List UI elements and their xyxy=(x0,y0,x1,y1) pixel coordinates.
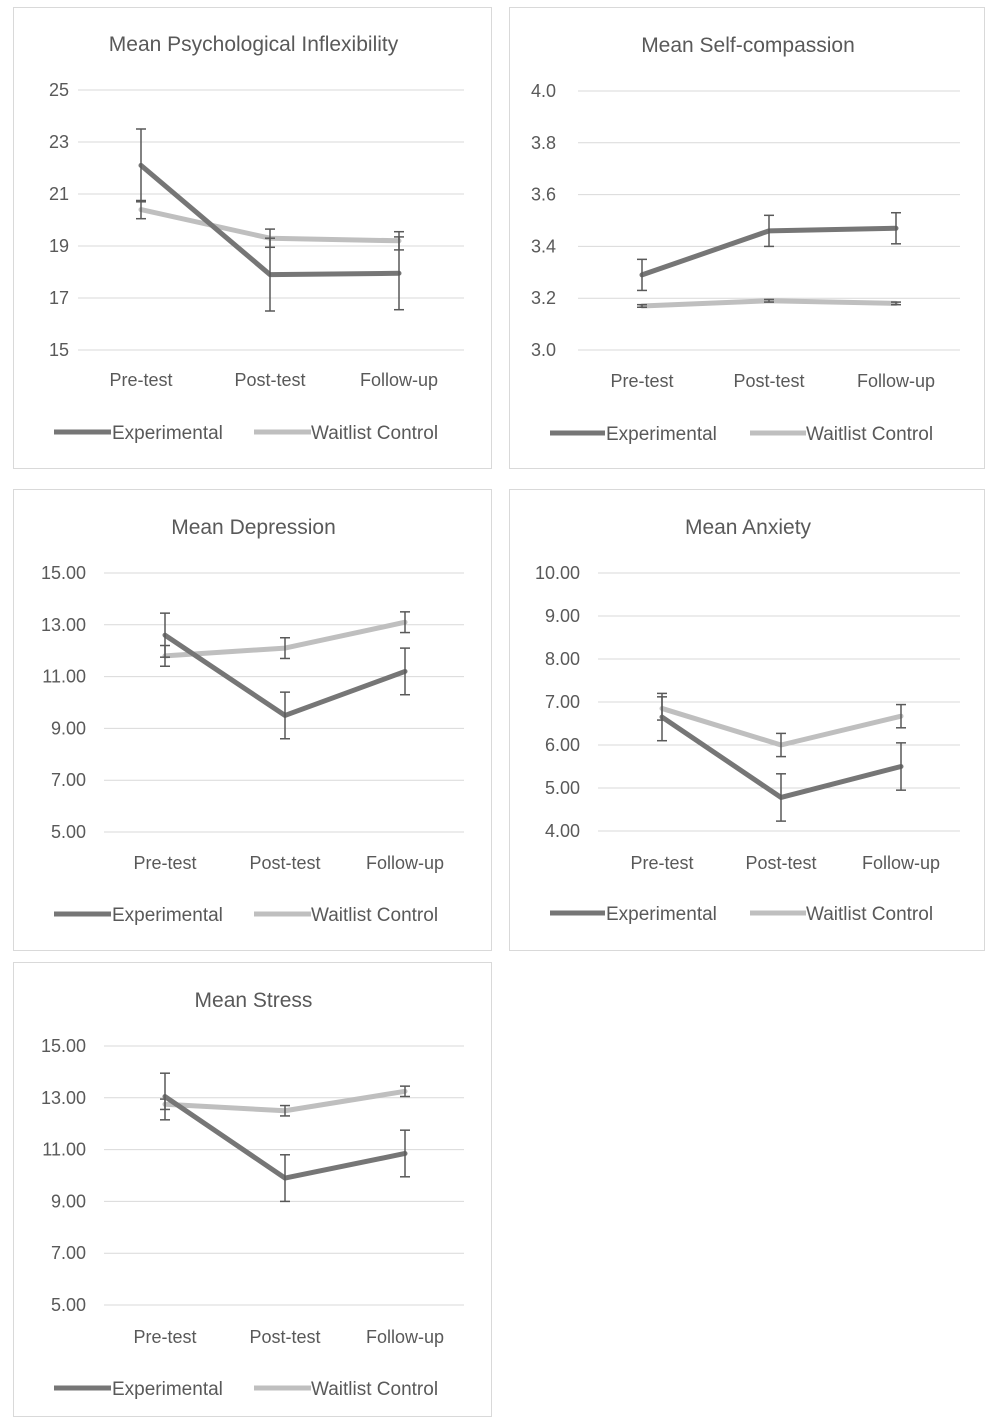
error-bar xyxy=(400,1129,410,1178)
y-tick-label: 4.0 xyxy=(531,81,556,101)
y-tick-label: 3.4 xyxy=(531,236,556,256)
x-tick-label: Post-test xyxy=(249,853,320,873)
chart-title: Mean Self-compassion xyxy=(641,34,855,57)
error-bar xyxy=(136,128,146,203)
y-tick-label: 15 xyxy=(49,340,69,360)
chart-panel-depression: Mean Depression 5.00 7.00 9.00 11.00 13.00 15.… xyxy=(13,489,492,951)
legend-label: Experimental xyxy=(112,423,223,444)
error-bar xyxy=(160,612,170,658)
error-bar xyxy=(896,703,906,729)
chart-svg: Mean Psychological Inflexibility 15 17 19 21… xyxy=(49,33,464,444)
x-tick-label: Pre-test xyxy=(133,853,196,873)
y-tick-label: 15.00 xyxy=(41,563,86,583)
x-tick-label: Pre-test xyxy=(109,370,172,390)
y-tick-label: 5.00 xyxy=(545,778,580,798)
legend-label: Waitlist Control xyxy=(311,1379,438,1400)
error-bar xyxy=(657,692,667,742)
error-bar xyxy=(764,298,774,303)
chart-title: Mean Psychological Inflexibility xyxy=(109,33,399,56)
legend-label: Experimental xyxy=(112,1379,223,1400)
error-bar xyxy=(776,732,786,758)
y-tick-label: 7.00 xyxy=(545,692,580,712)
chart-title: Mean Anxiety xyxy=(685,516,812,539)
error-bar xyxy=(280,1104,290,1117)
error-bar xyxy=(891,301,901,306)
y-tick-label: 9.00 xyxy=(51,1191,86,1211)
error-bar xyxy=(637,303,647,309)
y-tick-label: 3.6 xyxy=(531,185,556,205)
x-tick-label: Follow-up xyxy=(366,853,444,873)
chart-svg: Mean Anxiety 4.00 5.00 6.00 7.00 8.00 9.00 10.0… xyxy=(535,516,960,925)
y-tick-label: 3.8 xyxy=(531,133,556,153)
y-tick-label: 5.00 xyxy=(51,1295,86,1315)
y-tick-label: 6.00 xyxy=(545,735,580,755)
chart-title: Mean Depression xyxy=(171,516,336,539)
y-tick-label: 3.0 xyxy=(531,340,556,360)
chart-panel-anxiety: Mean Anxiety 4.00 5.00 6.00 7.00 8.00 9.00 10.0… xyxy=(509,489,985,951)
y-tick-label: 21 xyxy=(49,184,69,204)
error-bar xyxy=(637,258,647,292)
x-tick-label: Follow-up xyxy=(857,371,935,391)
error-bar xyxy=(400,611,410,634)
y-tick-label: 10.00 xyxy=(535,563,580,583)
x-tick-label: Pre-test xyxy=(630,853,693,873)
y-tick-label: 5.00 xyxy=(51,822,86,842)
error-bar xyxy=(265,237,275,312)
y-tick-label: 23 xyxy=(49,132,69,152)
x-tick-label: Post-test xyxy=(249,1327,320,1347)
chart-panel-stress: Mean Stress 5.00 7.00 9.00 11.00 13.00 15.00 Pr… xyxy=(13,962,492,1417)
legend-label: Waitlist Control xyxy=(806,904,933,925)
x-tick-label: Post-test xyxy=(745,853,816,873)
error-bar xyxy=(400,647,410,696)
x-tick-label: Pre-test xyxy=(610,371,673,391)
error-bar xyxy=(776,773,786,822)
x-tick-label: Follow-up xyxy=(862,853,940,873)
y-tick-label: 9.00 xyxy=(545,606,580,626)
legend-label: Experimental xyxy=(112,905,223,926)
chart-title: Mean Stress xyxy=(195,989,313,1012)
y-tick-label: 7.00 xyxy=(51,1243,86,1263)
x-tick-label: Post-test xyxy=(234,370,305,390)
legend-label: Waitlist Control xyxy=(311,905,438,926)
y-tick-label: 9.00 xyxy=(51,718,86,738)
x-tick-label: Pre-test xyxy=(133,1327,196,1347)
y-tick-label: 3.2 xyxy=(531,288,556,308)
y-tick-label: 11.00 xyxy=(42,1140,86,1160)
chart-panel-psychological-inflexibility: Mean Psychological Inflexibility 15 17 19 21… xyxy=(13,7,492,469)
error-bar xyxy=(764,214,774,248)
error-bar xyxy=(280,637,290,660)
x-tick-label: Follow-up xyxy=(366,1327,444,1347)
y-tick-label: 7.00 xyxy=(51,770,86,790)
error-bar xyxy=(280,1154,290,1203)
chart-svg: Mean Stress 5.00 7.00 9.00 11.00 13.00 15.00 Pr… xyxy=(41,989,464,1400)
error-bar xyxy=(160,1072,170,1121)
x-tick-label: Follow-up xyxy=(360,370,438,390)
y-tick-label: 4.00 xyxy=(545,821,580,841)
y-tick-label: 25 xyxy=(49,80,69,100)
legend-label: Experimental xyxy=(606,424,717,445)
legend-label: Waitlist Control xyxy=(806,424,933,445)
y-tick-label: 13.00 xyxy=(41,615,86,635)
x-tick-label: Post-test xyxy=(733,371,804,391)
y-tick-label: 11.00 xyxy=(42,667,86,687)
error-bar xyxy=(896,742,906,791)
error-bar xyxy=(400,1085,410,1098)
y-tick-label: 17 xyxy=(49,288,69,308)
error-bar xyxy=(891,211,901,245)
chart-svg: Mean Self-compassion 3.0 3.2 3.4 3.6 3.8 4.0 Pr… xyxy=(531,34,960,445)
y-tick-label: 19 xyxy=(49,236,69,256)
error-bar xyxy=(394,236,404,311)
legend-label: Waitlist Control xyxy=(311,423,438,444)
error-bar xyxy=(280,691,290,740)
chart-svg: Mean Depression 5.00 7.00 9.00 11.00 13.00 15.… xyxy=(41,516,464,926)
legend-label: Experimental xyxy=(606,904,717,925)
y-tick-label: 8.00 xyxy=(545,649,580,669)
y-tick-label: 13.00 xyxy=(41,1088,86,1108)
y-tick-label: 15.00 xyxy=(41,1036,86,1056)
chart-panel-self-compassion: Mean Self-compassion 3.0 3.2 3.4 3.6 3.8 4.0 Pr… xyxy=(509,7,985,469)
